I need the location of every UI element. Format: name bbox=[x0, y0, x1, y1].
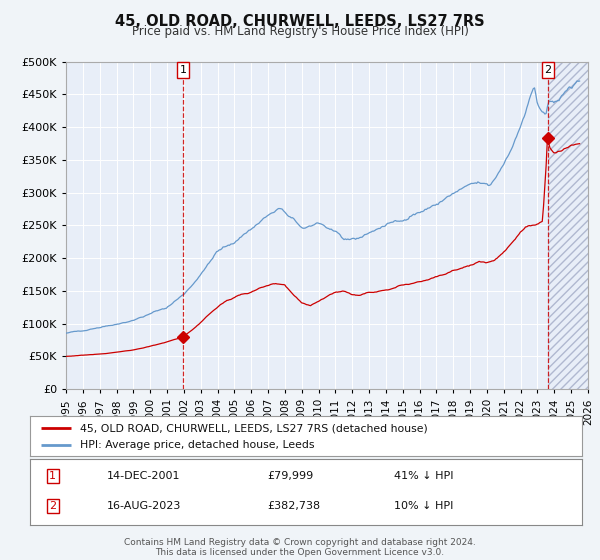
Text: 41% ↓ HPI: 41% ↓ HPI bbox=[394, 471, 454, 481]
Bar bbox=[548, 62, 596, 389]
Text: 45, OLD ROAD, CHURWELL, LEEDS, LS27 7RS (detached house): 45, OLD ROAD, CHURWELL, LEEDS, LS27 7RS … bbox=[80, 423, 427, 433]
Text: 10% ↓ HPI: 10% ↓ HPI bbox=[394, 501, 454, 511]
Text: 45, OLD ROAD, CHURWELL, LEEDS, LS27 7RS: 45, OLD ROAD, CHURWELL, LEEDS, LS27 7RS bbox=[115, 14, 485, 29]
Text: Contains HM Land Registry data © Crown copyright and database right 2024.: Contains HM Land Registry data © Crown c… bbox=[124, 538, 476, 547]
Text: 1: 1 bbox=[179, 65, 187, 75]
Text: This data is licensed under the Open Government Licence v3.0.: This data is licensed under the Open Gov… bbox=[155, 548, 445, 557]
Text: £79,999: £79,999 bbox=[268, 471, 314, 481]
Text: HPI: Average price, detached house, Leeds: HPI: Average price, detached house, Leed… bbox=[80, 440, 314, 450]
Text: 1: 1 bbox=[49, 471, 56, 481]
Text: 16-AUG-2023: 16-AUG-2023 bbox=[107, 501, 182, 511]
Text: £382,738: £382,738 bbox=[268, 501, 320, 511]
Text: 14-DEC-2001: 14-DEC-2001 bbox=[107, 471, 181, 481]
Text: 2: 2 bbox=[49, 501, 56, 511]
Text: Price paid vs. HM Land Registry's House Price Index (HPI): Price paid vs. HM Land Registry's House … bbox=[131, 25, 469, 38]
Text: 2: 2 bbox=[544, 65, 551, 75]
Bar bbox=[548, 62, 596, 389]
